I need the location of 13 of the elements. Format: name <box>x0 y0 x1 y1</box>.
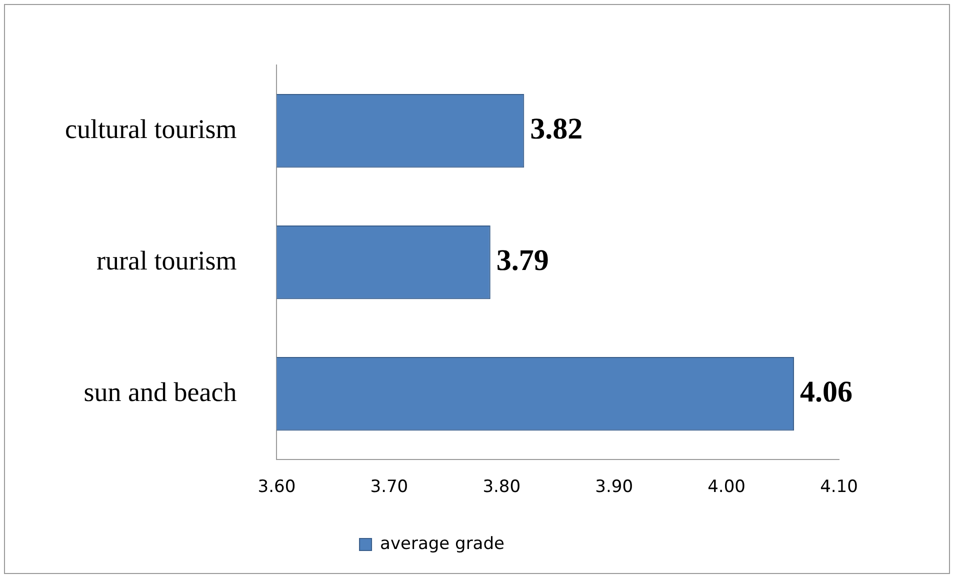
data-label: 3.79 <box>496 244 549 278</box>
legend-label: average grade <box>380 534 504 554</box>
data-label: 4.06 <box>800 376 853 409</box>
x-tick-label: 3.60 <box>258 477 296 498</box>
x-tick-label: 3.90 <box>595 477 634 498</box>
y-tick-label: cultural tourism <box>65 114 237 144</box>
x-tick-label: 3.70 <box>370 477 408 498</box>
x-tick-label: 4.10 <box>820 477 858 498</box>
data-label: 3.82 <box>530 112 583 146</box>
x-tick-label: 3.80 <box>482 477 521 498</box>
y-tick-label: sun and beach <box>84 376 238 407</box>
x-tick-label: 4.00 <box>708 477 746 498</box>
y-tick-label: rural tourism <box>96 245 237 276</box>
